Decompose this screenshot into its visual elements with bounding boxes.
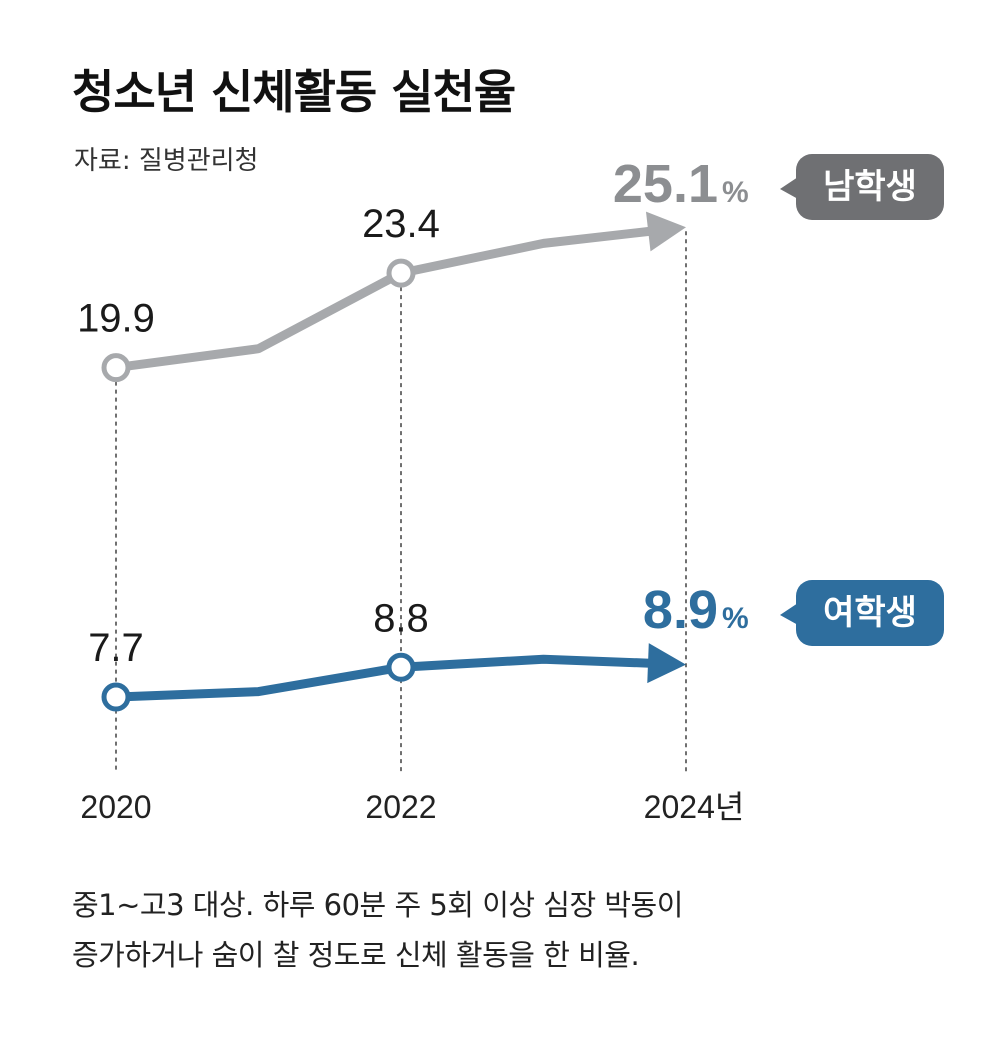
female-final-value: 8.9: [643, 580, 718, 640]
male-series-line: [111, 226, 655, 373]
female-legend-label: 여학생: [823, 594, 917, 632]
female-series-line: [111, 654, 655, 702]
male-legend-label: 남학생: [823, 168, 917, 206]
x-tick-label: 2022: [365, 789, 436, 825]
female-point-2020: [101, 682, 131, 712]
male-arrow-head: [645, 211, 686, 252]
male-point-2022: [386, 258, 416, 288]
male-data-label-2022: 23.4: [362, 202, 440, 246]
footnote-line-2: 증가하거나 숨이 찰 정도로 신체 활동을 한 비율.: [72, 938, 640, 972]
female-data-label-2022: 8.8: [373, 596, 429, 640]
female-data-label-2020: 7.7: [88, 626, 144, 670]
male-data-label-2020: 19.9: [77, 297, 155, 341]
male-final-value: 25.1: [613, 154, 718, 214]
source-note: 자료: 질병관리청: [74, 146, 259, 176]
x-tick-label: 2020: [80, 789, 151, 825]
male-bubble-pointer: [780, 177, 798, 199]
female-arrow-head: [647, 643, 686, 684]
footnote-line-1: 중1∼고3 대상. 하루 60분 주 5회 이상 심장 박동이: [72, 888, 683, 922]
male-final-unit: %: [722, 176, 749, 209]
female-bubble-pointer: [780, 603, 798, 625]
footnote: 중1∼고3 대상. 하루 60분 주 5회 이상 심장 박동이 증가하거나 숨이…: [72, 880, 952, 980]
male-point-2020: [101, 353, 131, 383]
female-final-unit: %: [722, 602, 749, 635]
female-point-2022: [386, 652, 416, 682]
line-chart: 2020 2022 2024년 19.9 23.4 7.7 8.8 25.1% 남학생 8.9% 여…: [77, 154, 944, 825]
male-bubble: [796, 154, 944, 220]
x-tick-label: 2024년: [644, 789, 745, 825]
female-bubble: [796, 580, 944, 646]
chart-title: 청소년 신체활동 실천율: [72, 65, 516, 119]
